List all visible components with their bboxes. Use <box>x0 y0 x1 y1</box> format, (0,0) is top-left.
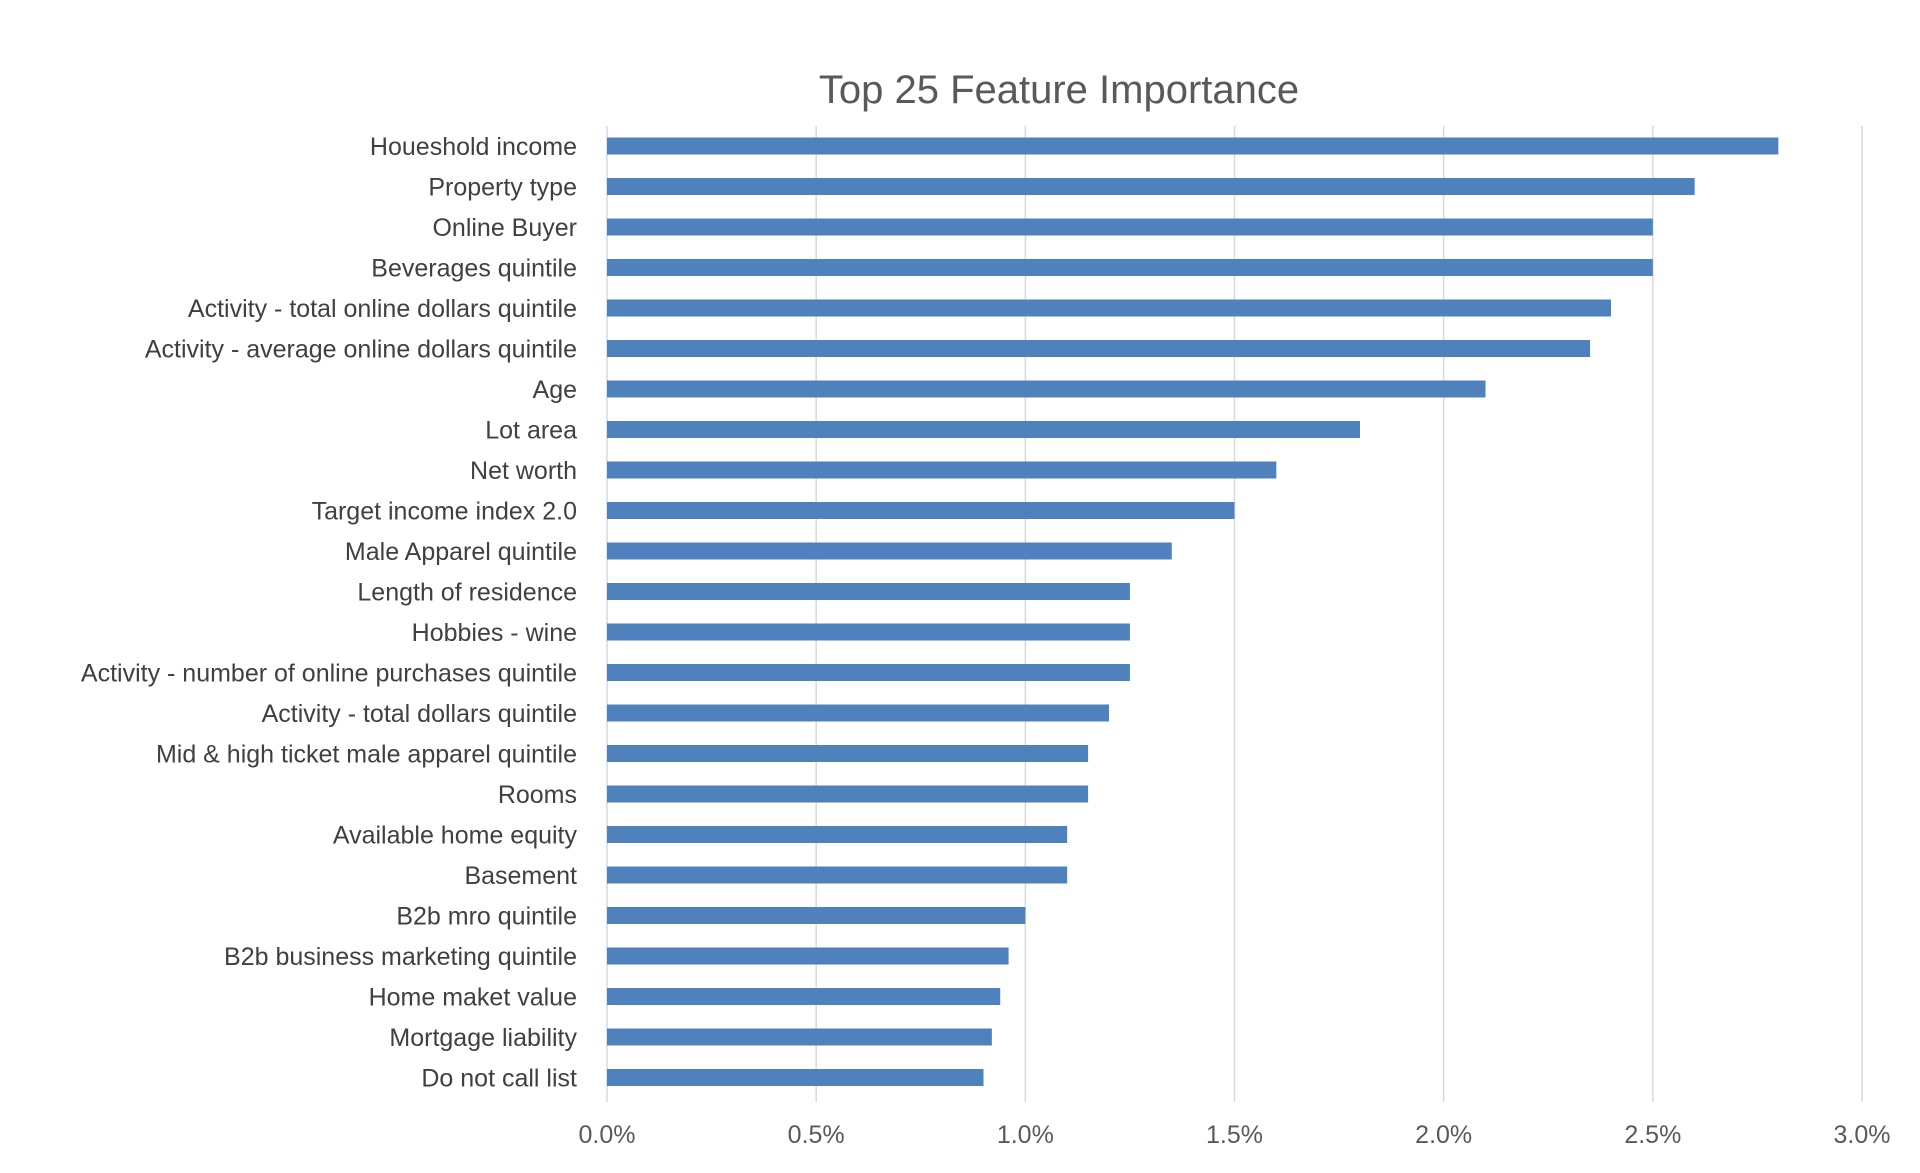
x-tick-label: 1.5% <box>1206 1121 1263 1149</box>
bar <box>607 502 1235 519</box>
bar <box>607 218 1653 236</box>
bar <box>607 542 1172 560</box>
category-label: Basement <box>464 862 577 890</box>
x-tick-label: 0.5% <box>788 1121 845 1149</box>
category-label: Available home equity <box>333 822 578 850</box>
bar <box>607 137 1779 155</box>
bar <box>607 785 1089 803</box>
x-tick-label: 2.5% <box>1624 1121 1681 1149</box>
category-label: B2b business marketing quintile <box>224 943 577 971</box>
category-label: Male Apparel quintile <box>345 538 577 566</box>
x-tick-label: 3.0% <box>1834 1121 1891 1149</box>
x-tick-label: 1.0% <box>997 1121 1054 1149</box>
bar <box>607 826 1068 843</box>
bar <box>607 745 1089 762</box>
category-label: Activity - average online dollars quinti… <box>145 336 577 364</box>
bars <box>607 137 1779 1086</box>
x-tick-label: 2.0% <box>1415 1121 1472 1149</box>
x-tick-labels: 0.0% 0.5% 1.0% 1.5% 2.0% 2.5% 3.0% <box>579 1121 1891 1149</box>
category-label: Beverages quintile <box>371 255 577 283</box>
bar <box>607 259 1653 276</box>
category-label: Home maket value <box>369 984 577 1012</box>
bar <box>607 866 1068 884</box>
category-label: Age <box>533 376 577 404</box>
category-label: Activity - number of online purchases qu… <box>81 660 577 688</box>
category-label: Property type <box>428 174 577 202</box>
category-label: B2b mro quintile <box>396 903 577 931</box>
bar <box>607 664 1130 681</box>
bar <box>607 461 1277 479</box>
gridlines <box>606 126 1863 1102</box>
category-labels: Houeshold income Property type Online Buye… <box>81 133 578 1093</box>
category-label: Activity - total dollars quintile <box>262 700 577 728</box>
category-label: Lot area <box>485 417 577 445</box>
bar <box>607 299 1611 317</box>
bar <box>607 947 1009 965</box>
bar <box>607 907 1026 924</box>
category-label: Mid & high ticket male apparel quintile <box>156 741 577 769</box>
bar <box>607 340 1591 357</box>
bar <box>607 1069 984 1086</box>
bar <box>607 1028 992 1046</box>
category-label: Activity - total online dollars quintile <box>188 295 577 323</box>
category-label: Target income index 2.0 <box>312 498 577 526</box>
category-label: Rooms <box>498 781 577 809</box>
bar <box>607 583 1130 600</box>
category-label: Net worth <box>470 457 577 485</box>
bar <box>607 178 1695 195</box>
bar <box>607 421 1360 438</box>
category-label: Mortgage liability <box>389 1024 577 1052</box>
chart-title: Top 25 Feature Importance <box>819 68 1299 112</box>
category-label: Houeshold income <box>370 133 577 161</box>
bar <box>607 380 1486 398</box>
bar <box>607 623 1130 641</box>
category-label: Online Buyer <box>432 214 577 242</box>
category-label: Length of residence <box>357 579 577 607</box>
x-tick-label: 0.0% <box>579 1121 636 1149</box>
bar <box>607 988 1001 1005</box>
category-label: Do not call list <box>421 1065 577 1093</box>
bar <box>607 704 1109 722</box>
category-label: Hobbies - wine <box>412 619 577 647</box>
